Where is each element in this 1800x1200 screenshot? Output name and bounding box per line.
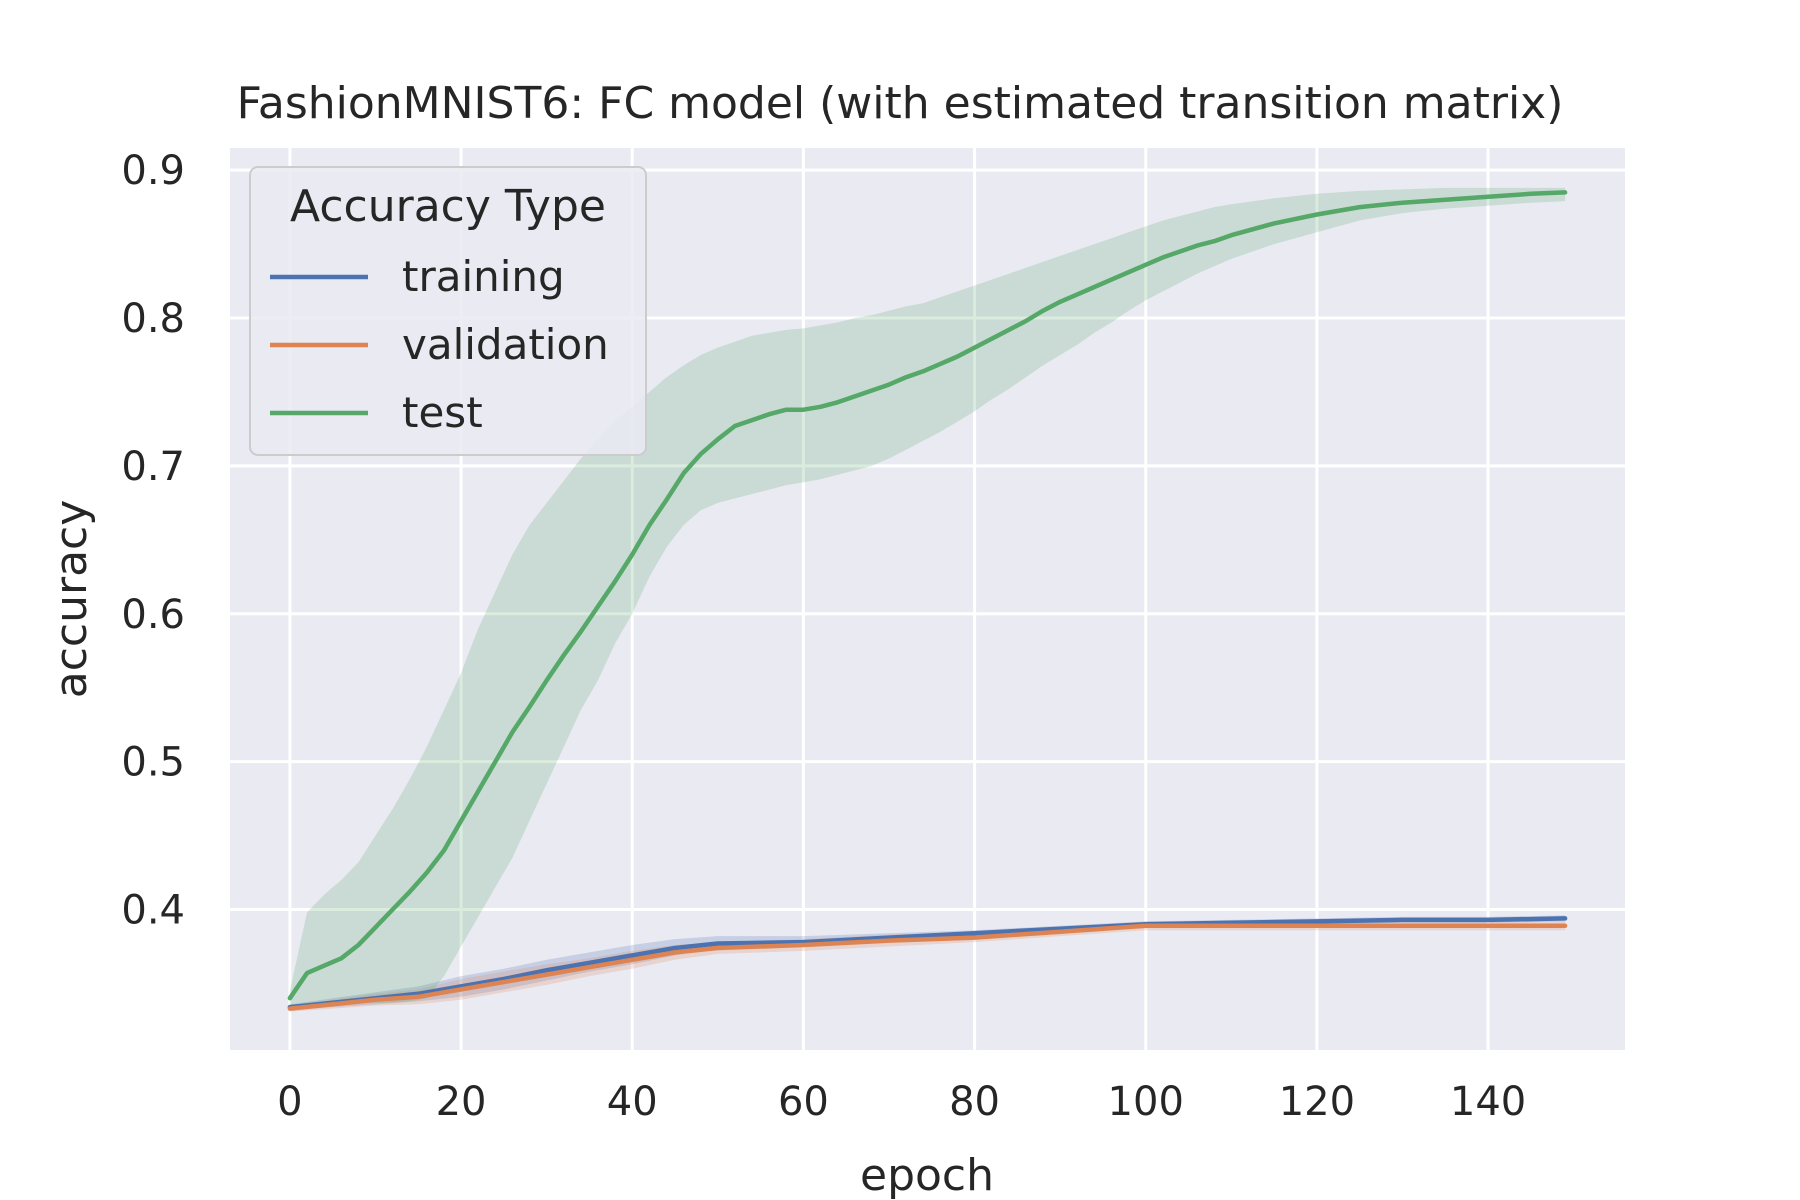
x-tick-label: 140 — [1450, 1079, 1526, 1125]
x-tick-label: 100 — [1108, 1079, 1184, 1125]
y-tick-label: 0.6 — [121, 592, 185, 638]
x-tick-label: 40 — [607, 1079, 658, 1125]
y-axis-label: accuracy — [46, 500, 97, 699]
chart-title: FashionMNIST6: FC model (with estimated … — [237, 78, 1564, 129]
y-tick-label: 0.9 — [121, 148, 185, 194]
x-tick-label: 0 — [277, 1079, 302, 1125]
x-tick-label: 120 — [1279, 1079, 1355, 1125]
y-tick-label: 0.8 — [121, 296, 185, 342]
validation-legend-label: validation — [402, 320, 609, 369]
x-axis-label: epoch — [860, 1150, 994, 1200]
y-tick-label: 0.4 — [121, 888, 185, 934]
x-tick-label: 20 — [436, 1079, 487, 1125]
y-tick-label: 0.5 — [121, 740, 185, 786]
legend-box — [249, 166, 647, 456]
test-confidence-band — [289, 187, 1566, 1008]
legend: Accuracy Type training validation test — [249, 166, 647, 456]
x-tick-label: 60 — [778, 1079, 829, 1125]
x-tick-label: 80 — [949, 1079, 1000, 1125]
legend-title: Accuracy Type — [290, 181, 606, 232]
training-legend-label: training — [402, 252, 565, 301]
x-axis-ticks: 0 20 40 60 80 100 120 140 — [277, 1079, 1526, 1125]
training-line — [287, 916, 1568, 1010]
test-line — [287, 190, 1568, 1001]
legend-items: training validation test — [270, 252, 609, 437]
y-axis-ticks: 0.4 0.5 0.6 0.7 0.8 0.9 — [121, 148, 185, 933]
validation-line — [287, 923, 1568, 1011]
series-lines — [287, 190, 1568, 1011]
y-tick-label: 0.7 — [121, 444, 185, 490]
test-legend-label: test — [402, 388, 483, 437]
